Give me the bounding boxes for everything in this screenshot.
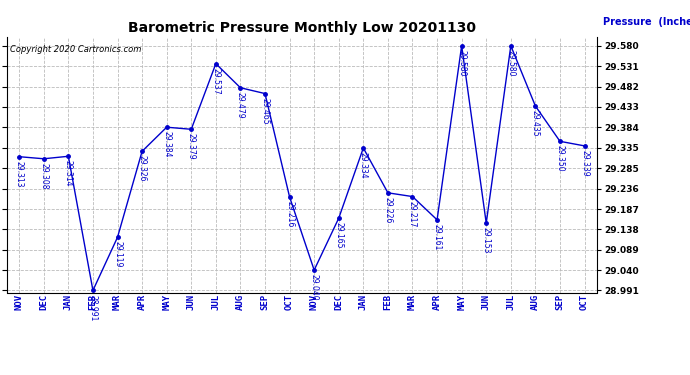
Text: 29.479: 29.479 bbox=[236, 92, 245, 118]
Text: 29.153: 29.153 bbox=[482, 227, 491, 254]
Text: 29.537: 29.537 bbox=[211, 68, 220, 94]
Title: Barometric Pressure Monthly Low 20201130: Barometric Pressure Monthly Low 20201130 bbox=[128, 21, 476, 35]
Text: 29.216: 29.216 bbox=[285, 201, 294, 228]
Text: 29.384: 29.384 bbox=[162, 131, 171, 158]
Text: 29.165: 29.165 bbox=[334, 222, 343, 249]
Text: 29.314: 29.314 bbox=[64, 160, 73, 187]
Text: 29.435: 29.435 bbox=[531, 110, 540, 137]
Text: 29.326: 29.326 bbox=[137, 156, 146, 182]
Text: 29.308: 29.308 bbox=[39, 163, 48, 189]
Text: 29.350: 29.350 bbox=[555, 146, 564, 172]
Text: 29.334: 29.334 bbox=[359, 152, 368, 179]
Text: 29.217: 29.217 bbox=[408, 201, 417, 227]
Text: 29.465: 29.465 bbox=[261, 98, 270, 124]
Text: 29.226: 29.226 bbox=[384, 197, 393, 223]
Text: 29.580: 29.580 bbox=[457, 50, 466, 76]
Text: 29.313: 29.313 bbox=[14, 161, 23, 188]
Text: 29.119: 29.119 bbox=[113, 242, 122, 268]
Text: 29.379: 29.379 bbox=[187, 134, 196, 160]
Text: Pressure  (Inches/Hg): Pressure (Inches/Hg) bbox=[603, 17, 690, 27]
Text: 28.991: 28.991 bbox=[88, 295, 97, 321]
Text: 29.339: 29.339 bbox=[580, 150, 589, 177]
Text: 29.040: 29.040 bbox=[310, 274, 319, 301]
Text: 29.161: 29.161 bbox=[433, 224, 442, 251]
Text: 29.580: 29.580 bbox=[506, 50, 515, 76]
Text: Copyright 2020 Cartronics.com: Copyright 2020 Cartronics.com bbox=[10, 45, 141, 54]
